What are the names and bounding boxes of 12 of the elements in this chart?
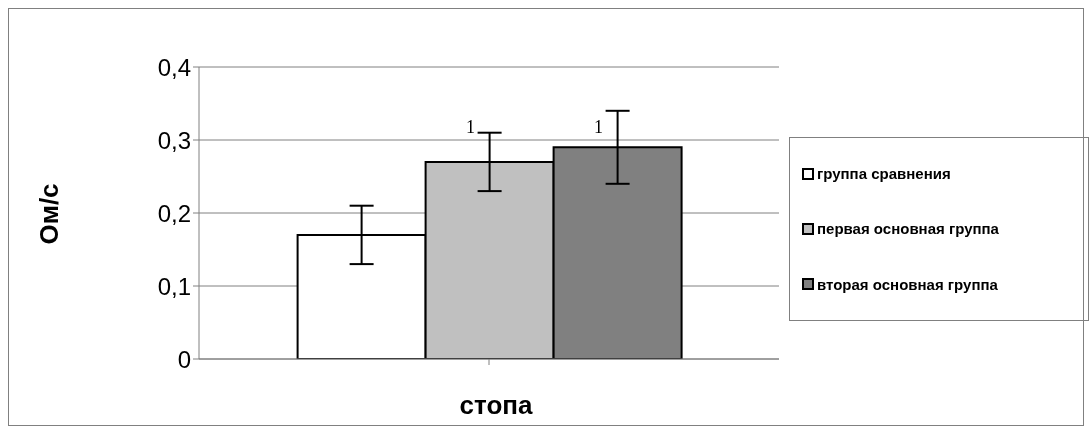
legend-label: вторая основная группа <box>817 275 998 293</box>
legend-label: первая основная группа <box>817 220 999 238</box>
y-tick-label: 0,4 <box>157 53 191 81</box>
legend-label: группа сравнения <box>817 165 951 183</box>
y-tick-label: 0 <box>177 345 191 373</box>
annotation: 1 <box>593 117 603 137</box>
annotation: 1 <box>465 117 475 137</box>
y-tick-label: 0,1 <box>157 272 191 300</box>
x-axis-title: стопа <box>459 390 533 420</box>
y-tick-label: 0,2 <box>157 199 191 227</box>
y-tick-label: 0,3 <box>157 126 191 154</box>
y-axis-title: Ом/с <box>34 183 64 245</box>
